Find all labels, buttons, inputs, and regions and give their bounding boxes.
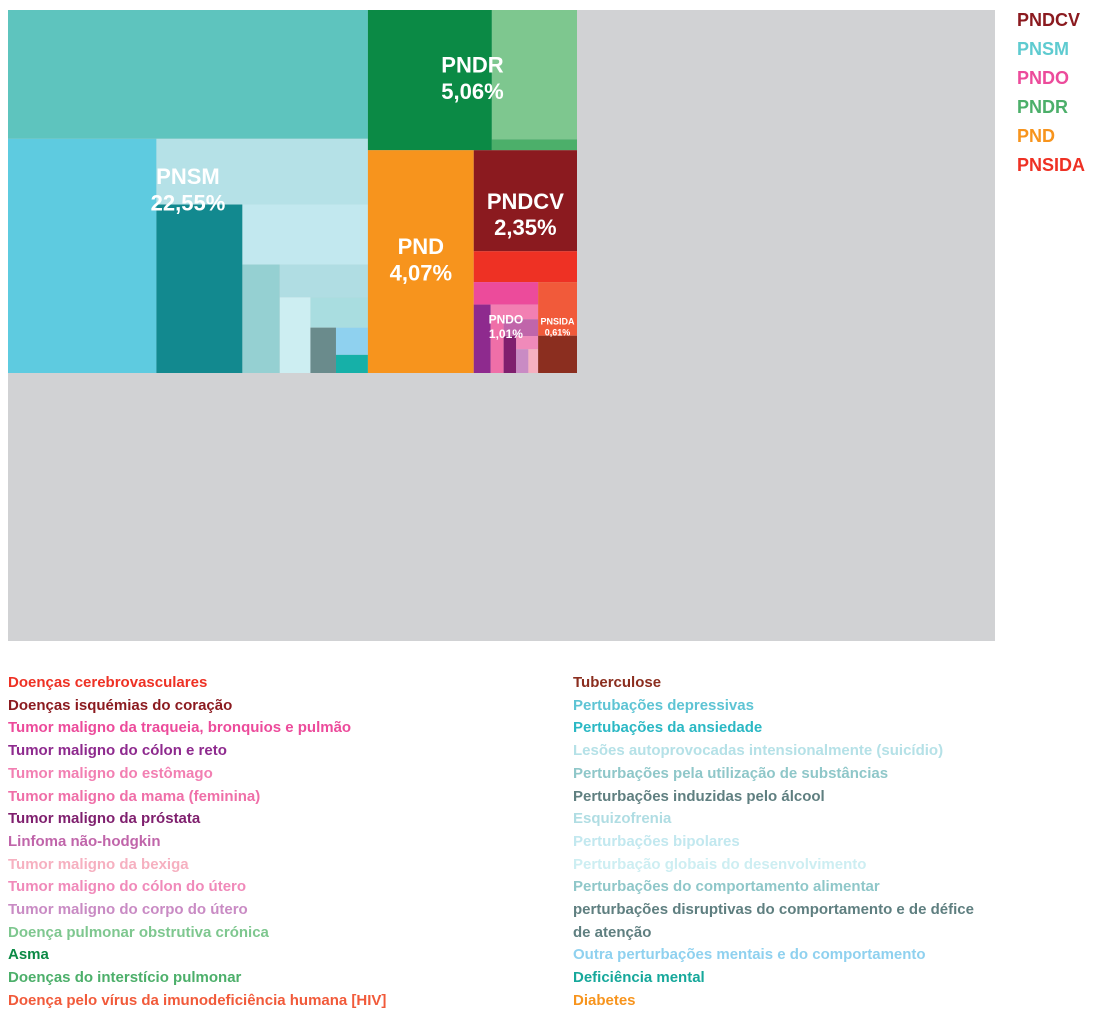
group-value: 22,55% [151,191,226,216]
group-value: 2,35% [494,215,556,240]
legend-entry: Diabetes [573,991,636,1009]
legend-entry: Deficiência mental [573,969,705,987]
legend-entry: Doença pelo vírus da imunodeficiência hu… [8,991,387,1009]
legend-entry: Doenças isquémias do coração [8,696,233,714]
legend-column: Doenças cerebrovasculares Doenças isquémi… [8,672,548,1013]
tile [516,349,529,373]
tile [490,319,504,373]
legend-entry: PNSIDA [1017,155,1086,175]
tile [538,335,577,373]
legend-entry: Tumor maligno do corpo do útero [8,901,248,919]
group-legend: PNDCV PNSM PNDO PNDR PND PNSIDA [1017,6,1085,180]
tile [8,10,368,139]
legend-entry: Perturbações pela utilização de substânc… [573,764,889,782]
legend-entry: Tuberculose [573,674,662,691]
tile [8,138,157,373]
legend-entry: Pertubações depressivas [573,696,754,714]
legend-entry: Linfoma não-hodgkin [8,832,161,850]
legend-entry: Perturbações induzidas pelo álcool [573,787,825,805]
legend-entry: Tumor maligno do cólon do útero [8,878,247,896]
tile [367,150,474,373]
legend-entry: PNSM [1017,39,1070,59]
tile [279,264,368,298]
tile [473,251,577,283]
legend-entry: Tumor maligno da próstata [8,810,201,828]
tile [310,327,336,373]
legend-entry: Doenças do interstício pulmonar [8,969,242,987]
legend-entry: PNDR [1017,97,1069,117]
legend-entry: Tumor maligno do cólon e reto [8,742,227,760]
legend-entry: Outra perturbações mentais e do comporta… [573,946,926,964]
legend-entry: Esquizofrenia [573,810,672,828]
legend-entry: Tumor maligno da mama (feminina) [8,787,261,805]
tile [503,336,517,373]
group-label: PNDCV [487,189,564,214]
tile [491,10,577,140]
legend-entry: Perturbações bipolares [573,832,740,850]
legend-entry: Tumor maligno da traqueia, bronquios e p… [8,719,352,737]
legend-entry: PNDO [1017,68,1070,88]
tile [490,304,539,320]
tile [503,319,539,337]
tile [516,336,539,350]
legend-entry: Asma [8,946,49,964]
tile [156,204,243,373]
group-value: 5,06% [441,79,503,104]
legend-entry: Perturbação globais do desenvolvimento [573,855,867,873]
legend-entry: Lesões autoprovocadas intensionalmente (… [573,742,944,760]
group-label: PND [398,234,444,259]
group-label: PNSM [156,164,220,189]
group-label: PNSIDA [541,317,576,327]
tile [242,204,368,265]
legend-entry: Doença pulmonar obstrutiva crónica [8,923,269,941]
group-value: 4,07% [390,261,452,286]
legend-column: Tuberculose Pertubações depressivas Pertub… [573,672,993,1013]
tile [528,349,539,373]
legend-entry: PNDCV [1017,10,1081,30]
legend-entry: Perturbações do comportamento alimentar [573,878,880,896]
tile [473,150,577,252]
group-label: PNDR [441,53,503,78]
legend-entry: Tumor maligno do estômago [8,764,213,782]
legend-entry: PND [1017,126,1056,146]
tile [156,138,368,205]
tile [473,282,539,305]
tile [242,264,280,373]
tile [335,327,368,355]
group-value: 0,61% [545,327,571,337]
tile [473,304,491,373]
group-label: PNDO [489,313,524,327]
tile [279,297,311,373]
legend-entry: Pertubações da ansiedade [573,719,763,737]
legend-entry: Doenças cerebrovasculares [8,674,208,691]
tile [335,354,368,373]
legend-entry: Tumor maligno da bexiga [8,855,189,873]
tile [491,139,577,151]
group-value: 1,01% [489,327,523,341]
tile [310,297,368,328]
legend-entry: perturbações disruptivas do comportament… [573,901,974,941]
tile [367,10,492,151]
tile [538,282,577,336]
